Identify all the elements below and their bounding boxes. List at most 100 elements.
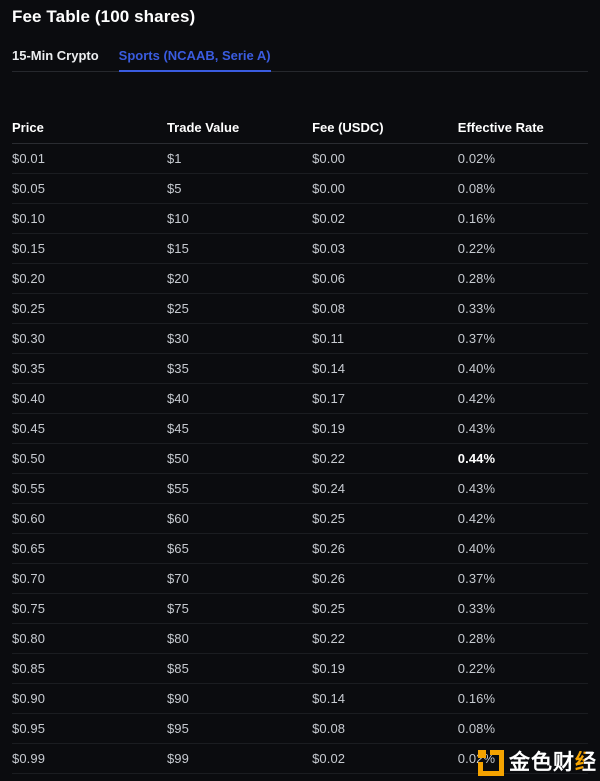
cell-fee: $0.26 [312,571,346,586]
table-row: $0.55 $55 $0.24 0.43% [12,474,588,504]
cell-fee: $0.14 [312,691,346,706]
cell-price: $0.70 [12,571,46,586]
watermark-text: 金色财经 [509,751,597,774]
cell-trade-value: $99 [166,751,189,766]
cell-effective-rate: 0.43% [457,481,496,496]
column-header-effective-rate: Effective Rate [457,120,544,135]
cell-fee: $0.02 [312,211,346,226]
column-header-trade-value: Trade Value [166,120,240,135]
cell-fee: $0.24 [312,481,346,496]
table-row: $0.05 $5 $0.00 0.08% [12,174,588,204]
table-row: $0.20 $20 $0.06 0.28% [12,264,588,294]
cell-effective-rate: 0.42% [457,511,496,526]
tab-15-min-crypto[interactable]: 15-Min Crypto [12,48,99,63]
cell-fee: $0.19 [312,661,346,676]
cell-fee: $0.08 [312,721,346,736]
cell-effective-rate: 0.42% [457,391,496,406]
cell-trade-value: $25 [166,301,189,316]
cell-trade-value: $40 [166,391,189,406]
cell-effective-rate: 0.44% [457,451,496,466]
cell-effective-rate: 0.16% [457,691,496,706]
table-row: $0.90 $90 $0.14 0.16% [12,684,588,714]
cell-trade-value: $35 [166,361,189,376]
cell-price: $0.60 [12,511,46,526]
cell-price: $0.99 [12,751,46,766]
cell-effective-rate: 0.37% [457,331,496,346]
cell-trade-value: $65 [166,541,189,556]
cell-price: $0.25 [12,301,46,316]
cell-price: $0.75 [12,601,46,616]
table-row: $0.25 $25 $0.08 0.33% [12,294,588,324]
cell-trade-value: $90 [166,691,189,706]
cell-effective-rate: 0.40% [457,541,496,556]
cell-effective-rate: 0.22% [457,661,496,676]
cell-trade-value: $70 [166,571,189,586]
cell-price: $0.45 [12,421,46,436]
cell-price: $0.05 [12,181,46,196]
cell-fee: $0.19 [312,421,346,436]
table-header-row: Price Trade Value Fee (USDC) Effective R… [12,121,588,144]
tab-bar: 15-Min Crypto Sports (NCAAB, Serie A) [12,48,588,72]
cell-trade-value: $15 [166,241,189,256]
cell-price: $0.35 [12,361,46,376]
cell-fee: $0.26 [312,541,346,556]
cell-trade-value: $75 [166,601,189,616]
cell-trade-value: $45 [166,421,189,436]
table-row: $0.35 $35 $0.14 0.40% [12,354,588,384]
cell-price: $0.90 [12,691,46,706]
tab-sports-ncaab-serie-a[interactable]: Sports (NCAAB, Serie A) [118,48,271,72]
cell-price: $0.80 [12,631,46,646]
cell-effective-rate: 0.08% [457,721,496,736]
cell-trade-value: $80 [166,631,189,646]
table-row: $0.45 $45 $0.19 0.43% [12,414,588,444]
cell-fee: $0.03 [312,241,346,256]
cell-trade-value: $10 [166,211,189,226]
cell-fee: $0.08 [312,301,346,316]
cell-fee: $0.06 [312,271,346,286]
cell-effective-rate: 0.28% [457,271,496,286]
jinse-watermark: 金色财经 [478,749,597,776]
cell-effective-rate: 0.28% [457,631,496,646]
cell-fee: $0.25 [312,511,346,526]
column-header-fee-usdc: Fee (USDC) [312,120,384,135]
table-row: $0.65 $65 $0.26 0.40% [12,534,588,564]
page-title: Fee Table (100 shares) [12,7,196,26]
table-row: $0.95 $95 $0.08 0.08% [12,714,588,744]
cell-fee: $0.11 [312,331,345,346]
jinse-logo-icon [478,749,504,776]
table-row: $0.75 $75 $0.25 0.33% [12,594,588,624]
cell-effective-rate: 0.33% [457,301,496,316]
table-row: $0.60 $60 $0.25 0.42% [12,504,588,534]
cell-fee: $0.02 [312,751,346,766]
cell-price: $0.95 [12,721,46,736]
cell-price: $0.10 [12,211,46,226]
cell-effective-rate: 0.40% [457,361,496,376]
cell-trade-value: $55 [166,481,189,496]
cell-trade-value: $95 [166,721,189,736]
cell-trade-value: $5 [166,181,182,196]
cell-price: $0.55 [12,481,46,496]
cell-effective-rate: 0.16% [457,211,496,226]
cell-price: $0.30 [12,331,46,346]
cell-effective-rate: 0.37% [457,571,496,586]
cell-fee: $0.14 [312,361,346,376]
table-row: $0.50 $50 $0.22 0.44% [12,444,588,474]
cell-trade-value: $20 [166,271,189,286]
table-body: $0.01 $1 $0.00 0.02% $0.05 $5 $0.00 0.08… [12,144,588,774]
cell-price: $0.65 [12,541,46,556]
cell-trade-value: $60 [166,511,189,526]
cell-fee: $0.22 [312,631,346,646]
cell-fee: $0.00 [312,151,346,166]
table-row: $0.30 $30 $0.11 0.37% [12,324,588,354]
cell-price: $0.40 [12,391,46,406]
cell-trade-value: $50 [166,451,189,466]
cell-fee: $0.00 [312,181,346,196]
cell-fee: $0.25 [312,601,346,616]
table-row: $0.01 $1 $0.00 0.02% [12,144,588,174]
cell-effective-rate: 0.43% [457,421,496,436]
cell-effective-rate: 0.33% [457,601,496,616]
table-row: $0.70 $70 $0.26 0.37% [12,564,588,594]
fee-table: Price Trade Value Fee (USDC) Effective R… [12,121,588,774]
cell-effective-rate: 0.08% [457,181,496,196]
